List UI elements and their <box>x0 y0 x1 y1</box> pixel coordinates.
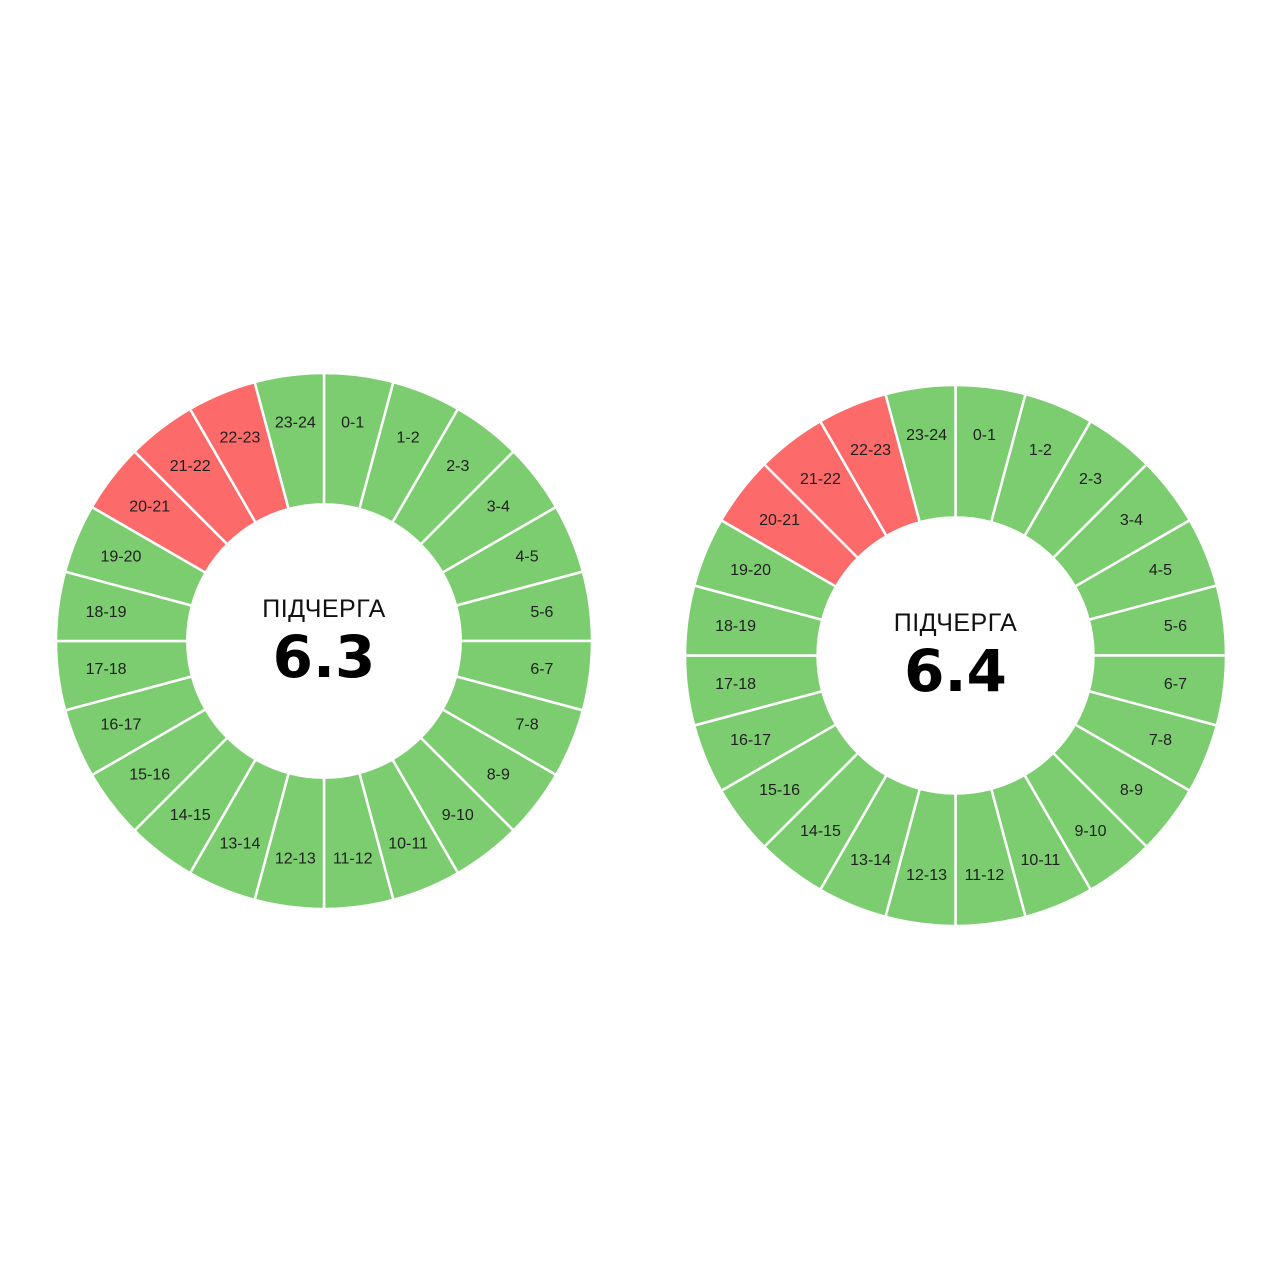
hour-label-1-2: 1-2 <box>397 429 420 446</box>
hour-label-12-13: 12-13 <box>906 867 947 884</box>
hour-label-14-15: 14-15 <box>800 823 841 840</box>
hour-label-4-5: 4-5 <box>515 548 538 565</box>
hour-label-19-20: 19-20 <box>101 548 142 565</box>
hour-label-18-19: 18-19 <box>715 618 756 635</box>
hour-label-7-8: 7-8 <box>1149 732 1172 749</box>
hour-label-7-8: 7-8 <box>515 717 538 734</box>
hour-label-9-10: 9-10 <box>442 807 474 824</box>
hour-label-3-4: 3-4 <box>1120 512 1143 529</box>
hour-label-12-13: 12-13 <box>275 850 316 867</box>
hour-label-4-5: 4-5 <box>1149 562 1172 579</box>
hour-segment-23-24 <box>883 383 957 524</box>
hour-label-20-21: 20-21 <box>759 512 800 529</box>
hour-label-0-1: 0-1 <box>341 415 364 432</box>
hour-label-23-24: 23-24 <box>906 427 947 444</box>
hour-label-17-18: 17-18 <box>715 676 756 693</box>
hour-label-13-14: 13-14 <box>219 836 260 853</box>
hour-segment-23-24 <box>253 371 326 511</box>
schedule-wheel-6-4: 0-1 1-2 2-3 3-4 4-5 5-6 6-7 7-8 8-9 9-10 10-11 11-1… <box>683 383 1228 928</box>
hour-label-15-16: 15-16 <box>129 766 170 783</box>
hour-label-9-10: 9-10 <box>1075 823 1107 840</box>
hour-label-6-7: 6-7 <box>1164 676 1187 693</box>
hour-label-10-11: 10-11 <box>388 836 428 853</box>
hour-label-20-21: 20-21 <box>129 499 170 516</box>
hour-label-21-22: 21-22 <box>170 458 211 475</box>
schedule-wheel-6-3: 0-1 1-2 2-3 3-4 4-5 5-6 6-7 7-8 8-9 9-10 10-11 11-1… <box>54 371 594 911</box>
hour-label-2-3: 2-3 <box>1079 471 1102 488</box>
hour-label-16-17: 16-17 <box>730 732 771 749</box>
hour-label-14-15: 14-15 <box>170 807 211 824</box>
hour-label-13-14: 13-14 <box>850 852 891 869</box>
hour-label-2-3: 2-3 <box>446 458 469 475</box>
hour-label-17-18: 17-18 <box>86 661 127 678</box>
hour-label-16-17: 16-17 <box>101 717 142 734</box>
wheel-svg: 0-1 1-2 2-3 3-4 4-5 5-6 6-7 7-8 8-9 9-10 10-11 11-1… <box>54 371 594 911</box>
hour-label-22-23: 22-23 <box>219 429 260 446</box>
hour-label-11-12: 11-12 <box>965 867 1005 884</box>
hour-label-8-9: 8-9 <box>487 766 510 783</box>
hour-label-21-22: 21-22 <box>800 471 841 488</box>
hour-label-19-20: 19-20 <box>730 562 771 579</box>
hour-label-5-6: 5-6 <box>1164 618 1187 635</box>
hour-label-23-24: 23-24 <box>275 415 316 432</box>
hour-label-10-11: 10-11 <box>1021 852 1061 869</box>
hour-label-8-9: 8-9 <box>1120 782 1143 799</box>
hour-label-22-23: 22-23 <box>850 442 891 459</box>
hour-label-18-19: 18-19 <box>86 604 127 621</box>
hour-label-5-6: 5-6 <box>530 604 553 621</box>
hour-label-3-4: 3-4 <box>487 499 510 516</box>
hour-label-0-1: 0-1 <box>973 427 996 444</box>
hour-label-1-2: 1-2 <box>1029 442 1052 459</box>
hour-label-6-7: 6-7 <box>530 661 553 678</box>
hour-label-15-16: 15-16 <box>759 782 800 799</box>
hour-label-11-12: 11-12 <box>333 850 373 867</box>
wheel-svg: 0-1 1-2 2-3 3-4 4-5 5-6 6-7 7-8 8-9 9-10 10-11 11-1… <box>683 383 1228 928</box>
